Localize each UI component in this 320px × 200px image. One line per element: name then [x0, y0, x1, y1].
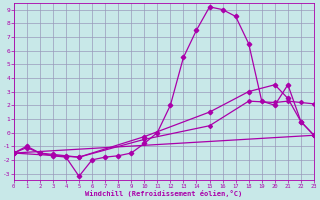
X-axis label: Windchill (Refroidissement éolien,°C): Windchill (Refroidissement éolien,°C) — [85, 190, 243, 197]
